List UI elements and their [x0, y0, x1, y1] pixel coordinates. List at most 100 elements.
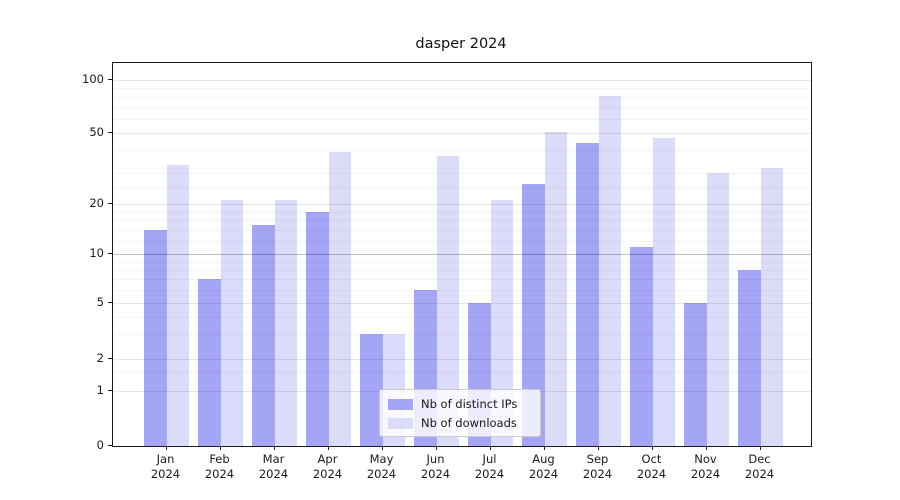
- x-tick-label-feb: Feb 2024: [188, 452, 252, 482]
- major-gridline: [113, 133, 811, 134]
- bar-ips-dec: [738, 269, 761, 446]
- x-tick-label-apr: Apr 2024: [296, 452, 360, 482]
- minor-gridline: [113, 150, 811, 152]
- bar-ips-aug: [522, 183, 545, 446]
- x-tick-mark: [597, 446, 599, 450]
- minor-gridline: [113, 261, 811, 263]
- legend-swatch: [388, 398, 413, 410]
- year-label: 2024: [420, 467, 451, 481]
- minor-gridline: [113, 220, 811, 222]
- bar-ips-sep: [576, 142, 599, 446]
- x-tick-label-jul: Jul 2024: [458, 452, 522, 482]
- major-gridline: [113, 303, 811, 305]
- month-label: Feb: [209, 452, 230, 466]
- y-tick-mark: [108, 445, 112, 446]
- month-label: Nov: [694, 452, 717, 466]
- x-tick-mark: [381, 446, 383, 450]
- plot-area: [112, 62, 812, 447]
- x-tick-label-aug: Aug 2024: [512, 452, 576, 482]
- minor-gridline: [113, 107, 811, 109]
- month-label: Dec: [748, 452, 771, 466]
- y-tick-label: 1: [96, 382, 104, 397]
- bar-ips-feb: [198, 279, 221, 446]
- bar-downloads-feb: [220, 200, 243, 446]
- minor-gridline: [113, 334, 811, 336]
- month-label: Jul: [482, 452, 497, 466]
- month-label: Aug: [532, 452, 555, 466]
- bar-ips-nov: [684, 303, 707, 446]
- month-label: Oct: [641, 452, 662, 466]
- minor-gridline: [113, 211, 811, 213]
- bar-downloads-sep: [598, 96, 621, 446]
- x-tick-label-jan: Jan 2024: [134, 452, 198, 482]
- y-tick-mark: [108, 389, 112, 391]
- bar-downloads-aug: [544, 131, 567, 446]
- minor-gridline: [113, 316, 811, 318]
- x-tick-mark: [651, 446, 653, 450]
- minor-gridline: [113, 279, 811, 281]
- year-label: 2024: [528, 467, 559, 481]
- x-tick-label-oct: Oct 2024: [620, 452, 684, 482]
- x-tick-mark: [489, 446, 491, 450]
- y-tick-mark: [108, 132, 112, 133]
- bar-downloads-jul: [490, 200, 513, 446]
- year-label: 2024: [744, 467, 775, 481]
- legend-entry-ips: Nb of distinct IPs: [388, 396, 532, 412]
- year-label: 2024: [204, 467, 235, 481]
- month-label: Jun: [426, 452, 445, 466]
- x-tick-label-sep: Sep 2024: [566, 452, 630, 482]
- month-label: May: [369, 452, 394, 466]
- y-tick-mark: [108, 253, 112, 254]
- minor-gridline: [113, 172, 811, 174]
- bar-ips-oct: [630, 247, 653, 446]
- minor-gridline: [113, 290, 811, 292]
- year-label: 2024: [582, 467, 613, 481]
- x-tick-mark: [219, 446, 221, 450]
- x-tick-label-nov: Nov 2024: [674, 452, 738, 482]
- minor-gridline: [113, 240, 811, 242]
- legend-entry-downloads: Nb of downloads: [388, 415, 532, 431]
- x-tick-mark: [435, 446, 437, 450]
- legend-label: Nb of downloads: [421, 416, 517, 430]
- y-tick-mark: [108, 357, 112, 359]
- year-label: 2024: [690, 467, 721, 481]
- legend-label: Nb of distinct IPs: [421, 397, 518, 411]
- y-tick-label: 5: [96, 295, 104, 310]
- y-tick-label: 10: [89, 246, 104, 260]
- month-label: Mar: [262, 452, 285, 466]
- month-label: Apr: [317, 452, 338, 466]
- major-gridline: [113, 204, 811, 205]
- minor-gridline: [113, 269, 811, 271]
- bar-ips-mar: [252, 224, 275, 446]
- bar-downloads-jun: [436, 156, 459, 446]
- bar-ips-jan: [144, 229, 167, 446]
- minor-gridline: [113, 88, 811, 90]
- minor-gridline: [113, 119, 811, 121]
- minor-gridline: [113, 186, 811, 188]
- month-label: Jan: [156, 452, 175, 466]
- year-label: 2024: [312, 467, 343, 481]
- bar-ips-may: [360, 334, 383, 446]
- chart-title: dasper 2024: [415, 36, 507, 52]
- x-tick-mark: [759, 446, 761, 450]
- year-label: 2024: [258, 467, 289, 481]
- y-tick-mark: [108, 302, 112, 304]
- major-gridline: [113, 358, 811, 360]
- minor-gridline: [113, 371, 811, 373]
- year-label: 2024: [636, 467, 667, 481]
- year-label: 2024: [150, 467, 181, 481]
- legend-swatch: [388, 417, 413, 429]
- x-tick-mark: [705, 446, 707, 450]
- y-tick-label: 0: [96, 438, 104, 452]
- x-tick-mark: [273, 446, 275, 450]
- x-tick-mark: [327, 446, 329, 450]
- x-tick-label-mar: Mar 2024: [242, 452, 306, 482]
- y-tick-label: 2: [96, 350, 104, 365]
- bar-downloads-jan: [166, 165, 189, 446]
- legend: Nb of distinct IPs Nb of downloads: [379, 389, 541, 437]
- y-tick-mark: [108, 79, 112, 80]
- y-tick-label: 50: [89, 125, 104, 139]
- minor-gridline: [113, 97, 811, 99]
- x-tick-mark: [543, 446, 545, 450]
- minor-gridline: [113, 229, 811, 231]
